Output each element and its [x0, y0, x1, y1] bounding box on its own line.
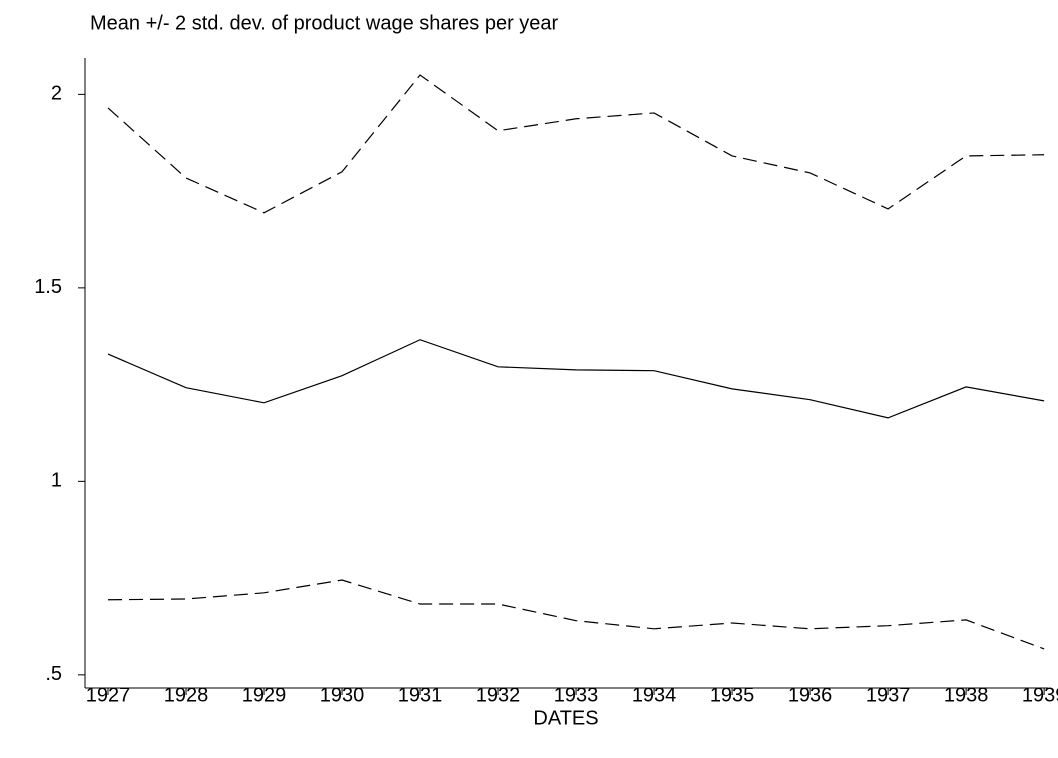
x-tick-label: 1930	[320, 684, 365, 706]
x-tick-label: 1928	[164, 684, 209, 706]
y-tick-label: 2	[51, 83, 62, 105]
x-tick-label: 1935	[710, 684, 755, 706]
x-axis-label: DATES	[533, 707, 598, 729]
y-tick-label: 1	[51, 470, 62, 492]
x-tick-label: 1931	[398, 684, 443, 706]
x-tick-label: 1927	[86, 684, 131, 706]
x-tick-label: 1937	[866, 684, 911, 706]
series-line	[107, 339, 1045, 419]
x-tick-label: 1938	[944, 684, 989, 706]
series-line	[108, 579, 1045, 650]
x-tick-label: 1934	[632, 684, 677, 706]
y-tick-label: 1.5	[34, 276, 62, 298]
chart-title: Mean +/- 2 std. dev. of product wage sha…	[90, 12, 559, 34]
x-tick-label: 1932	[476, 684, 521, 706]
x-tick-label: 1936	[788, 684, 833, 706]
y-tick-label: .5	[45, 663, 62, 685]
x-tick-label: 1929	[242, 684, 287, 706]
x-tick-label: 1933	[554, 684, 599, 706]
series-line	[107, 74, 1045, 214]
x-tick-label: 1939	[1022, 684, 1058, 706]
